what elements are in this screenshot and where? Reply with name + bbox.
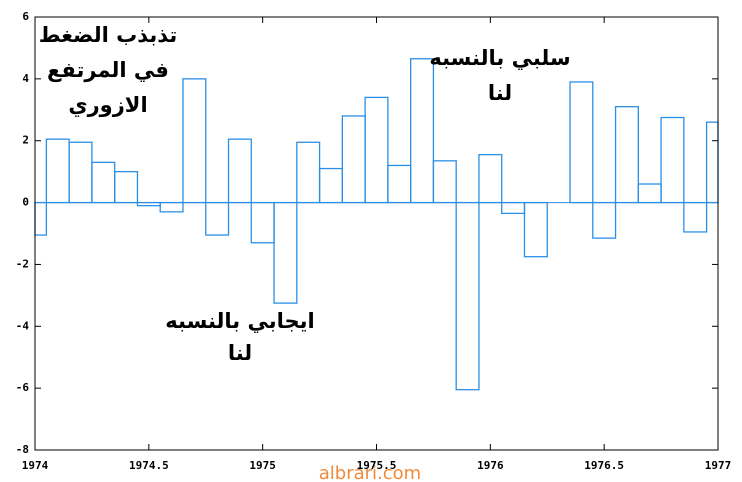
annotation: سلبي بالنسبه — [429, 46, 570, 70]
bar — [159, 201, 184, 213]
y-tick-label: 4 — [22, 72, 29, 85]
y-tick-label: 0 — [22, 196, 29, 209]
bar — [660, 116, 685, 204]
annotation: تذبذب الضغط — [39, 23, 178, 47]
bar — [614, 106, 639, 204]
bar — [273, 201, 298, 304]
x-tick-label: 1974.5 — [129, 459, 169, 472]
bar — [318, 167, 344, 204]
y-tick-label: -2 — [16, 257, 29, 270]
bar — [569, 81, 594, 204]
bar — [91, 161, 116, 204]
bar — [455, 201, 480, 391]
watermark: albrari.com — [319, 463, 421, 482]
bar — [501, 201, 526, 215]
y-tick-label: -4 — [16, 319, 30, 332]
x-tick-label: 1976.5 — [584, 459, 624, 472]
annotation: في المرتفع — [47, 58, 169, 82]
bar — [387, 164, 412, 204]
bar — [364, 96, 389, 204]
y-tick-label: 6 — [22, 10, 29, 23]
bar — [705, 121, 719, 204]
bar — [205, 201, 230, 236]
x-tick-label: 1976 — [477, 459, 504, 472]
bar — [341, 115, 366, 204]
bar — [637, 183, 662, 204]
annotation: الازوري — [68, 93, 147, 118]
bar — [409, 58, 435, 204]
x-tick-label: 1977 — [705, 459, 732, 472]
bar — [136, 201, 161, 207]
bar — [34, 201, 48, 236]
bar — [523, 201, 548, 258]
bar — [182, 78, 207, 204]
x-tick-label: 1975.5 — [357, 459, 397, 472]
x-tick-label: 1975 — [249, 459, 276, 472]
bar — [227, 138, 252, 204]
x-tick-label: 1974 — [22, 459, 49, 472]
bar — [114, 170, 139, 204]
y-tick-label: -6 — [16, 381, 30, 394]
bar — [432, 160, 457, 204]
bar — [250, 201, 275, 244]
annotation: ايجابي بالنسبه — [165, 309, 314, 333]
annotation: لنا — [488, 81, 512, 105]
bar — [683, 201, 708, 233]
plot-frame — [34, 16, 719, 451]
bar — [592, 201, 617, 239]
y-tick-label: -8 — [16, 443, 29, 456]
bar — [68, 141, 93, 204]
annotation: لنا — [228, 341, 252, 365]
bar — [296, 141, 321, 204]
bar — [45, 138, 70, 204]
y-tick-label: 2 — [22, 134, 29, 147]
bar — [478, 153, 503, 204]
